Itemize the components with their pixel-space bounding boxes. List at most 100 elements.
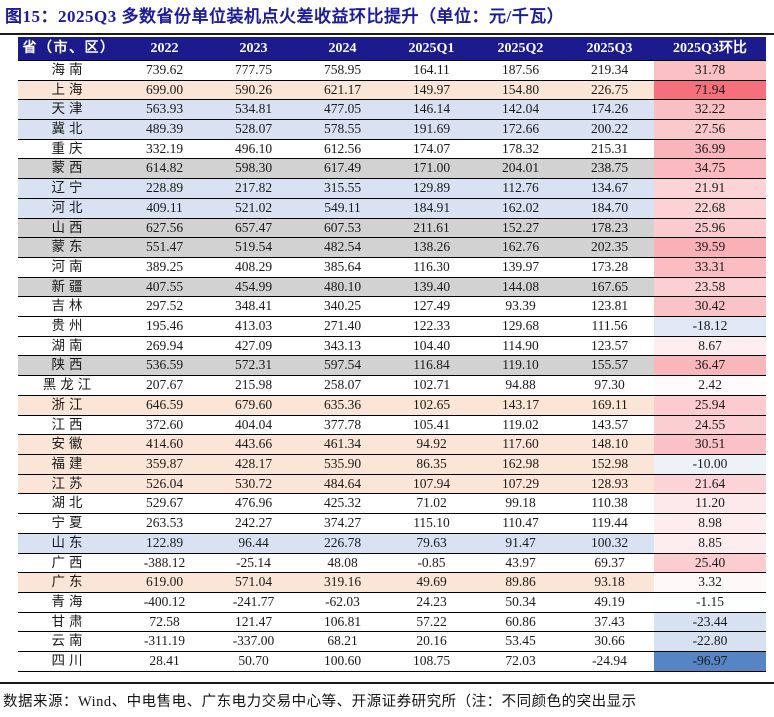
value-cell: 50.34 bbox=[476, 592, 565, 613]
value-cell: 207.67 bbox=[120, 375, 209, 396]
qoq-heatmap-cell: 22.68 bbox=[654, 198, 766, 219]
value-cell: 115.10 bbox=[387, 513, 476, 534]
table-row: 冀北 489.39 528.07 578.55 191.69 172.66 200.22 27… bbox=[18, 119, 766, 140]
value-cell: 521.02 bbox=[209, 198, 298, 219]
table-row: 江西 372.60 404.04 377.78 105.41 119.02 143.57 24… bbox=[18, 415, 766, 436]
value-cell: 112.76 bbox=[476, 178, 565, 199]
value-cell: -311.19 bbox=[120, 631, 209, 653]
value-cell: 528.07 bbox=[209, 119, 298, 140]
province-cell: 四川 bbox=[18, 651, 120, 672]
value-cell: 348.41 bbox=[209, 296, 298, 318]
table-row: 新疆 407.55 454.99 480.10 139.40 144.08 167.65 23… bbox=[18, 277, 766, 298]
table-row: 辽宁 228.89 217.82 315.55 129.89 112.76 134.67 21… bbox=[18, 178, 766, 199]
value-cell: 496.10 bbox=[209, 139, 298, 160]
qoq-heatmap-cell: 36.99 bbox=[654, 139, 766, 160]
table-row: 甘肃 72.58 121.47 106.81 57.22 60.86 37.43 -23.44 bbox=[18, 612, 766, 633]
value-cell: 271.40 bbox=[298, 316, 387, 337]
value-cell: 114.90 bbox=[476, 336, 565, 357]
value-cell: 427.09 bbox=[209, 336, 298, 357]
value-cell: 20.16 bbox=[387, 631, 476, 653]
value-cell: 377.78 bbox=[298, 415, 387, 436]
value-cell: 215.31 bbox=[565, 139, 654, 160]
value-cell: 122.89 bbox=[120, 533, 209, 554]
value-cell: 50.70 bbox=[209, 651, 298, 672]
value-cell: 597.54 bbox=[298, 355, 387, 377]
province-cell: 河北 bbox=[18, 198, 120, 219]
qoq-heatmap-cell: 25.40 bbox=[654, 553, 766, 574]
province-cell: 海南 bbox=[18, 60, 120, 81]
table-bottom-divider bbox=[0, 681, 774, 684]
table-row: 黑龙江 207.67 215.98 258.07 102.71 94.88 97.30 2.4… bbox=[18, 375, 766, 396]
value-cell: 425.32 bbox=[298, 493, 387, 515]
value-cell: 679.60 bbox=[209, 395, 298, 416]
value-cell: 477.05 bbox=[298, 99, 387, 121]
value-cell: 461.34 bbox=[298, 434, 387, 455]
province-cell: 广东 bbox=[18, 572, 120, 593]
qoq-heatmap-cell: 2.42 bbox=[654, 375, 766, 396]
table-row: 蒙西 614.82 598.30 617.49 171.00 204.01 238.75 34… bbox=[18, 158, 766, 180]
table-row: 贵州 195.46 413.03 271.40 122.33 129.68 111.56 -1… bbox=[18, 316, 766, 337]
province-cell: 甘肃 bbox=[18, 612, 120, 633]
value-cell: 148.10 bbox=[565, 434, 654, 455]
table-row: 湖南 269.94 427.09 343.13 104.40 114.90 123.57 8.… bbox=[18, 336, 766, 357]
table-body: 海南 739.62 777.75 758.95 164.11 187.56 219.34 31… bbox=[18, 60, 766, 672]
value-cell: 105.41 bbox=[387, 415, 476, 436]
province-cell: 黑龙江 bbox=[18, 375, 120, 396]
value-cell: 116.84 bbox=[387, 355, 476, 377]
value-cell: 699.00 bbox=[120, 80, 209, 101]
value-cell: 30.66 bbox=[565, 631, 654, 653]
province-cell: 湖北 bbox=[18, 493, 120, 515]
province-cell: 吉林 bbox=[18, 296, 120, 318]
value-cell: 226.75 bbox=[565, 80, 654, 101]
table-row: 蒙东 551.47 519.54 482.54 138.26 162.76 202.35 39… bbox=[18, 237, 766, 258]
province-cell: 云南 bbox=[18, 631, 120, 653]
column-header: 省（市、区） bbox=[18, 36, 120, 61]
value-cell: 162.76 bbox=[476, 237, 565, 258]
value-cell: 164.11 bbox=[387, 60, 476, 81]
qoq-heatmap-cell: -23.44 bbox=[654, 612, 766, 633]
value-cell: 107.94 bbox=[387, 474, 476, 495]
value-cell: 482.54 bbox=[298, 237, 387, 258]
value-cell: 146.14 bbox=[387, 99, 476, 121]
value-cell: 139.40 bbox=[387, 277, 476, 298]
source-note: 数据来源：Wind、中电售电、广东电力交易中心等、开源证券研究所（注：不同颜色的… bbox=[3, 693, 637, 710]
table-row: 福建 359.87 428.17 535.90 86.35 162.98 152.98 -10… bbox=[18, 454, 766, 475]
value-cell: -241.77 bbox=[209, 592, 298, 613]
value-cell: 100.32 bbox=[565, 533, 654, 554]
qoq-heatmap-cell: 71.94 bbox=[654, 80, 766, 101]
value-cell: 152.27 bbox=[476, 218, 565, 239]
value-cell: 134.67 bbox=[565, 178, 654, 199]
value-cell: 94.88 bbox=[476, 375, 565, 396]
value-cell: 68.21 bbox=[298, 631, 387, 653]
value-cell: 162.98 bbox=[476, 454, 565, 475]
qoq-heatmap-cell: 11.20 bbox=[654, 493, 766, 515]
table-row: 江苏 526.04 530.72 484.64 107.94 107.29 128.93 21… bbox=[18, 474, 766, 495]
value-cell: 258.07 bbox=[298, 375, 387, 396]
value-cell: 116.30 bbox=[387, 257, 476, 278]
value-cell: 211.61 bbox=[387, 218, 476, 239]
value-cell: 598.30 bbox=[209, 158, 298, 180]
qoq-heatmap-cell: 30.42 bbox=[654, 296, 766, 318]
qoq-heatmap-cell: 33.31 bbox=[654, 257, 766, 278]
value-cell: 143.17 bbox=[476, 395, 565, 416]
value-cell: 143.57 bbox=[565, 415, 654, 436]
value-cell: 614.82 bbox=[120, 158, 209, 180]
value-cell: 535.90 bbox=[298, 454, 387, 475]
value-cell: 617.49 bbox=[298, 158, 387, 180]
value-cell: 93.39 bbox=[476, 296, 565, 318]
province-cell: 江苏 bbox=[18, 474, 120, 495]
column-header: 2023 bbox=[209, 36, 298, 61]
value-cell: 635.36 bbox=[298, 395, 387, 416]
value-cell: 204.01 bbox=[476, 158, 565, 180]
province-cell: 天津 bbox=[18, 99, 120, 121]
province-cell: 山西 bbox=[18, 218, 120, 239]
table-header: 省（市、区） 2022 2023 2024 2025Q1 2025Q2 2025Q3 2025… bbox=[18, 36, 766, 61]
value-cell: 69.37 bbox=[565, 553, 654, 574]
value-cell: -0.85 bbox=[387, 553, 476, 574]
value-cell: 519.54 bbox=[209, 237, 298, 258]
qoq-heatmap-cell: 8.98 bbox=[654, 513, 766, 534]
value-cell: 359.87 bbox=[120, 454, 209, 475]
value-cell: 372.60 bbox=[120, 415, 209, 436]
table-row: 陕西 536.59 572.31 597.54 116.84 119.10 155.57 36… bbox=[18, 355, 766, 377]
province-cell: 贵州 bbox=[18, 316, 120, 337]
